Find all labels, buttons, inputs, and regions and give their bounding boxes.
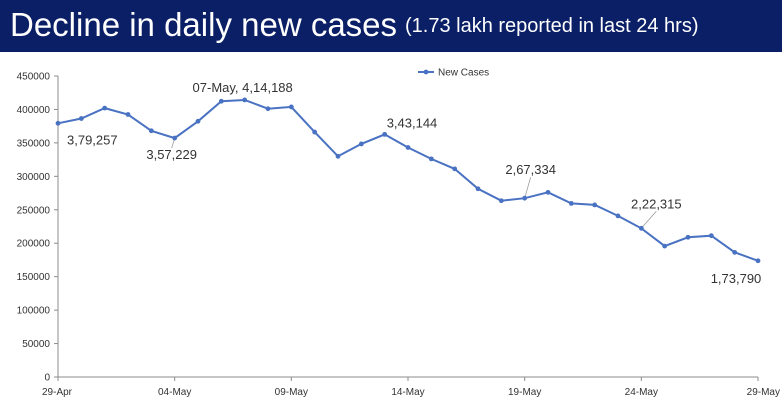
data-point bbox=[358, 141, 364, 147]
data-point bbox=[755, 258, 761, 264]
line-chart: 0 50000 100000 150000 200000 250000 300000 3500… bbox=[17, 68, 780, 399]
data-label: 3,79,257 bbox=[67, 132, 118, 147]
y-tick-label: 250000 bbox=[17, 205, 51, 216]
data-point bbox=[125, 112, 131, 117]
data-point bbox=[265, 106, 271, 112]
x-tick-label: 09-May bbox=[275, 387, 308, 398]
data-point bbox=[662, 243, 668, 249]
data-point bbox=[335, 153, 341, 159]
data-labels: 3,79,257 3,57,229 07-May, 4,14,188 3,43,144… bbox=[67, 80, 761, 286]
y-tick-label: 150000 bbox=[17, 272, 51, 283]
y-tick-label: 100000 bbox=[17, 306, 51, 317]
x-tick-label: 14-May bbox=[391, 387, 424, 398]
data-point bbox=[288, 104, 294, 110]
legend: New Cases bbox=[418, 68, 489, 79]
x-tick-label: 24-May bbox=[625, 387, 658, 398]
data-label: 3,57,229 bbox=[146, 147, 197, 162]
x-ticks: 29-Apr 04-May 09-May 14-May 19-May 24-May 29-M… bbox=[42, 377, 780, 398]
legend-swatch-marker bbox=[423, 69, 429, 75]
y-tick-label: 400000 bbox=[17, 105, 51, 116]
y-tick-label: 450000 bbox=[17, 72, 51, 83]
chart-subtitle: (1.73 lakh reported in last 24 hrs) bbox=[405, 15, 699, 37]
data-point bbox=[195, 118, 201, 124]
y-ticks: 0 50000 100000 150000 200000 250000 300000 3500… bbox=[17, 72, 58, 384]
data-point bbox=[638, 225, 644, 231]
data-point bbox=[545, 189, 551, 195]
data-point bbox=[382, 131, 388, 137]
y-tick-label: 0 bbox=[44, 373, 50, 384]
leader-line bbox=[524, 177, 532, 199]
y-tick-label: 350000 bbox=[17, 138, 51, 149]
data-point bbox=[428, 156, 434, 162]
data-point bbox=[102, 105, 108, 111]
data-label: 07-May, 4,14,188 bbox=[193, 80, 293, 95]
data-point bbox=[218, 98, 224, 104]
title-banner: Decline in daily new cases (1.73 lakh re… bbox=[0, 0, 782, 52]
data-point bbox=[312, 129, 318, 135]
x-tick-label: 04-May bbox=[158, 387, 191, 398]
label-leaders bbox=[171, 137, 657, 229]
y-tick-label: 300000 bbox=[17, 172, 51, 183]
data-point bbox=[685, 234, 691, 240]
data-point bbox=[148, 128, 154, 134]
data-label: 2,22,315 bbox=[631, 196, 682, 211]
data-label: 2,67,334 bbox=[505, 162, 556, 177]
data-point bbox=[592, 202, 598, 208]
data-label: 1,73,790 bbox=[711, 271, 762, 286]
x-tick-label: 29-May bbox=[747, 387, 780, 398]
data-point bbox=[732, 249, 738, 255]
data-point bbox=[78, 116, 84, 121]
data-point bbox=[708, 233, 714, 239]
leader-line bbox=[641, 211, 657, 229]
x-tick-label: 19-May bbox=[508, 387, 541, 398]
chart-title: Decline in daily new cases bbox=[10, 6, 398, 43]
x-tick-label: 29-Apr bbox=[42, 387, 73, 398]
data-point bbox=[242, 97, 248, 103]
data-point bbox=[615, 213, 621, 219]
y-tick-label: 50000 bbox=[22, 339, 50, 350]
data-point bbox=[172, 135, 178, 141]
data-point bbox=[55, 120, 61, 126]
y-tick-label: 200000 bbox=[17, 239, 51, 250]
data-point bbox=[498, 198, 504, 204]
series-new-cases bbox=[55, 97, 761, 264]
data-point bbox=[475, 186, 481, 192]
data-point bbox=[522, 195, 528, 201]
legend-label: New Cases bbox=[438, 68, 489, 79]
data-point bbox=[405, 145, 411, 150]
data-point bbox=[452, 166, 458, 172]
data-label: 3,43,144 bbox=[387, 115, 438, 130]
data-point bbox=[568, 200, 574, 206]
